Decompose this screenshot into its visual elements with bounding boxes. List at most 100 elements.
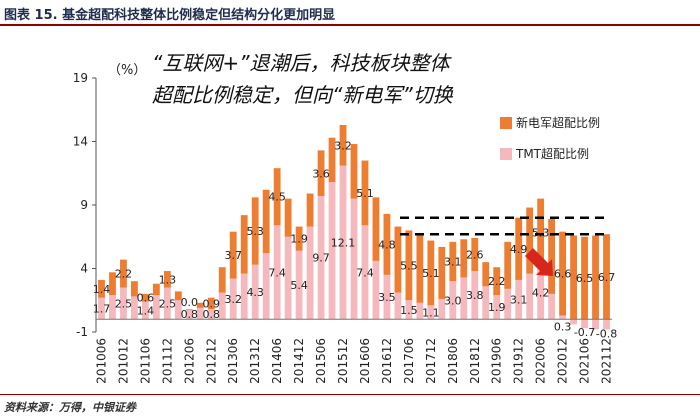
tmt-value-label: 12.1 [331, 236, 356, 249]
legend-label: TMT超配比例 [515, 146, 589, 161]
xindianjun-value-label: 1.3 [159, 273, 177, 286]
bar-tmt [416, 302, 424, 320]
bar-xindianjun [493, 267, 501, 296]
tmt-value-label: 3.8 [466, 289, 484, 302]
bar-tmt [592, 319, 599, 330]
bar-tmt [251, 264, 259, 320]
xindianjun-value-label: 6.7 [598, 271, 616, 284]
bar-tmt [581, 319, 588, 329]
tmt-value-label: 1.5 [400, 304, 418, 317]
x-tick-label: 201706 [402, 338, 416, 384]
tmt-value-label: 3.2 [224, 293, 242, 306]
bar-tmt [207, 309, 215, 320]
x-tick-label: 202106 [578, 338, 592, 384]
tmt-value-label: 0.8 [203, 308, 221, 321]
source-note: 资料来源：万得，中银证券 [4, 401, 136, 414]
bar-tmt [493, 295, 501, 320]
x-tick-label: 201006 [94, 338, 108, 384]
legend-swatch [500, 117, 512, 129]
bar-tmt [218, 292, 226, 320]
xindianjun-value-label: 2.2 [115, 268, 133, 281]
x-tick-label: 201512 [336, 338, 350, 384]
x-tick-label: 201912 [512, 338, 526, 384]
bar-xindianjun [438, 246, 446, 299]
tmt-value-label: -0.8 [596, 327, 617, 340]
xindianjun-value-label: 3.6 [312, 167, 330, 180]
xindianjun-value-label: 6.6 [554, 268, 572, 281]
bar-tmt [405, 300, 413, 320]
bar-tmt [471, 271, 479, 320]
bar-tmt [482, 286, 490, 320]
xindianjun-value-label: 3.7 [224, 249, 242, 262]
bar-xindianjun [174, 291, 182, 301]
bar-tmt [515, 279, 523, 320]
bar-tmt [460, 277, 468, 320]
bar-xindianjun [240, 215, 248, 274]
bar-xindianjun [449, 241, 457, 282]
x-tick-label: 201806 [446, 338, 460, 384]
tmt-value-label: 1.9 [488, 301, 506, 314]
x-tick-label: 201606 [358, 338, 372, 384]
x-tick-label: 201412 [292, 338, 306, 384]
figure-title: 图表 15. 基金超配科技整体比例稳定但结构分化更加明显 [4, 8, 336, 23]
x-tick-label: 202012 [556, 338, 570, 384]
bar-xindianjun [471, 238, 479, 272]
bar-tmt [570, 319, 577, 325]
xindianjun-value-label: 5.3 [246, 225, 264, 238]
bar-xindianjun [361, 160, 369, 226]
tmt-value-label: 7.4 [356, 266, 374, 279]
bar-xindianjun [526, 207, 534, 274]
xindianjun-value-label: 5.1 [356, 187, 374, 200]
bar-tmt [163, 287, 171, 320]
x-tick-label: 201612 [380, 338, 394, 384]
figure-header: 图表 15. 基金超配科技整体比例稳定但结构分化更加明显 [0, 0, 700, 26]
xindianjun-value-label: 3.1 [444, 256, 462, 269]
bar-xindianjun [482, 262, 490, 287]
tmt-value-label: 2.5 [159, 297, 177, 310]
x-tick-label: 201906 [490, 338, 504, 384]
bar-xindianjun [185, 309, 193, 310]
footer-divider [0, 394, 700, 395]
tmt-value-label: 7.4 [268, 266, 286, 279]
bar-tmt [273, 225, 281, 320]
x-tick-label: 201306 [226, 338, 240, 384]
tmt-value-label: -0.7 [574, 326, 595, 339]
tmt-value-label: 3.1 [510, 294, 528, 307]
bar-xindianjun [372, 197, 380, 261]
y-tick-label: 9 [80, 198, 88, 212]
x-tick-label: 201012 [116, 338, 130, 384]
bar-tmt [284, 236, 292, 320]
bar-xindianjun [98, 279, 105, 298]
bar-tmt [328, 182, 336, 320]
bar-xindianjun [306, 193, 314, 227]
xindianjun-value-label: 0.9 [203, 297, 221, 310]
bar-tmt [109, 295, 116, 320]
xindianjun-value-label: 0.6 [137, 292, 155, 305]
bar-xindianjun [142, 293, 149, 302]
tmt-value-label: 4.2 [532, 287, 550, 300]
bar-xindianjun [559, 231, 566, 316]
bar-xindianjun [504, 241, 512, 289]
bar-xindianjun [109, 272, 116, 296]
bar-xindianjun [581, 236, 588, 320]
bar-xindianjun [350, 144, 358, 199]
bar-xindianjun [131, 281, 138, 297]
bar-xindianjun [251, 197, 259, 265]
bar-xindianjun [405, 230, 413, 301]
xindianjun-value-label: 1.4 [93, 283, 111, 296]
x-tick-label: 202112 [600, 338, 614, 384]
xindianjun-value-label: 5.3 [532, 226, 550, 239]
bar-xindianjun [537, 198, 545, 266]
bar-tmt [174, 300, 182, 320]
bar-tmt [383, 274, 391, 320]
bar-xindianjun [460, 239, 468, 278]
xindianjun-value-label: 4.9 [510, 243, 528, 256]
bar-tmt [262, 253, 270, 320]
bar-xindianjun [152, 283, 160, 296]
bar-tmt [339, 165, 347, 320]
xindianjun-value-label: 3.2 [334, 139, 352, 152]
unit-label: （%） [108, 63, 146, 78]
bar-xindianjun [229, 231, 237, 279]
y-tick-label: -1 [76, 325, 88, 339]
